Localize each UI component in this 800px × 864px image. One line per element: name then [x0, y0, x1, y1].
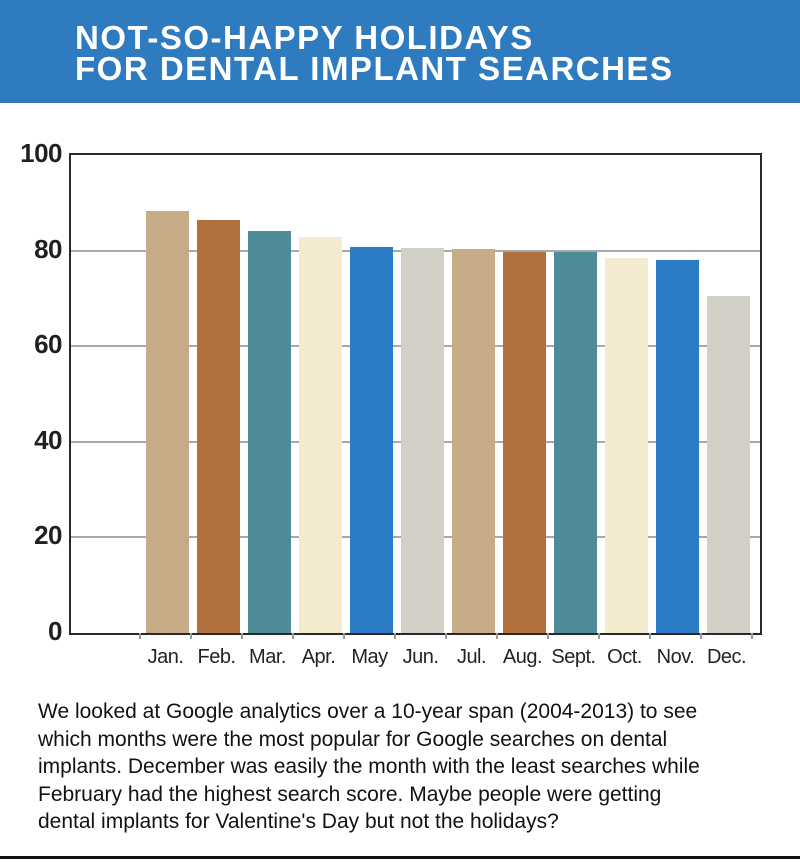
x-tick-label-aug: Aug.: [502, 646, 543, 668]
x-tick-label-oct: Oct.: [607, 646, 642, 668]
y-tick-label-100: 100: [20, 138, 62, 168]
description-line: which months were the most popular for G…: [38, 727, 668, 751]
plot-area: [69, 153, 762, 635]
description-line: dental implants for Valentine's Day but …: [38, 810, 559, 833]
bar-jul: [452, 249, 495, 633]
x-tick-mark: [751, 633, 753, 639]
x-tick-mark: [598, 633, 600, 639]
bar-feb: [197, 220, 240, 633]
bar-sept: [554, 252, 597, 633]
x-tick-label-mar: Mar.: [249, 646, 286, 668]
x-tick-label-dec: Dec.: [706, 646, 747, 668]
x-tick-mark: [241, 633, 243, 639]
x-tick-label-sept: Sept.: [551, 646, 596, 668]
x-tick-mark: [700, 633, 702, 639]
title-line-2: FOR DENTAL IMPLANT SEARCHES: [75, 50, 674, 87]
x-tick-label-jan: Jan.: [147, 646, 184, 668]
bar-aug: [503, 252, 546, 633]
bar-jan: [146, 211, 189, 633]
x-tick-mark: [496, 633, 498, 639]
x-tick-mark: [547, 633, 549, 639]
header-banner: NOT-SO-HAPPY HOLIDAYS FOR DENTAL IMPLANT…: [0, 0, 800, 103]
bar-may: [350, 247, 393, 633]
description-line: We looked at Google analytics over a 10-…: [38, 700, 698, 723]
bottom-divider: [0, 856, 800, 859]
bar-nov: [656, 260, 699, 633]
x-tick-mark: [649, 633, 651, 639]
description-line: implants. December was easily the month …: [38, 755, 700, 778]
page-title: NOT-SO-HAPPY HOLIDAYS FOR DENTAL IMPLANT…: [75, 19, 674, 87]
x-tick-mark: [394, 633, 396, 639]
bar-apr: [299, 237, 342, 633]
y-tick-label-40: 40: [34, 424, 62, 455]
y-tick-label-60: 60: [34, 329, 62, 360]
bar-oct: [605, 258, 648, 633]
y-tick-label-80: 80: [34, 233, 62, 264]
bar-mar: [248, 231, 291, 633]
x-tick-mark: [292, 633, 294, 639]
title-line-1: NOT-SO-HAPPY HOLIDAYS: [75, 19, 534, 56]
x-tick-label-jul: Jul.: [456, 646, 487, 668]
description-line: February had the highest search score. M…: [38, 782, 662, 806]
x-tick-mark: [343, 633, 345, 639]
bar-jun: [401, 248, 444, 633]
bar-chart: 0 20 40 60 80 100 Jan. Feb. Mar. Apr. May Jun. Jul.…: [20, 138, 762, 668]
x-tick-mark: [445, 633, 447, 639]
x-tick-mark: [139, 633, 141, 639]
bar-dec: [707, 296, 750, 633]
x-tick-label-may: May: [351, 646, 388, 668]
description-text: We looked at Google analytics over a 10-…: [38, 698, 788, 836]
x-tick-label-nov: Nov.: [656, 646, 695, 668]
x-tick-label-feb: Feb.: [197, 646, 236, 668]
x-tick-label-apr: Apr.: [301, 646, 336, 668]
y-tick-label-0: 0: [48, 616, 62, 646]
x-tick-label-jun: Jun.: [402, 646, 439, 668]
y-tick-label-20: 20: [34, 520, 62, 551]
x-tick-mark: [190, 633, 192, 639]
